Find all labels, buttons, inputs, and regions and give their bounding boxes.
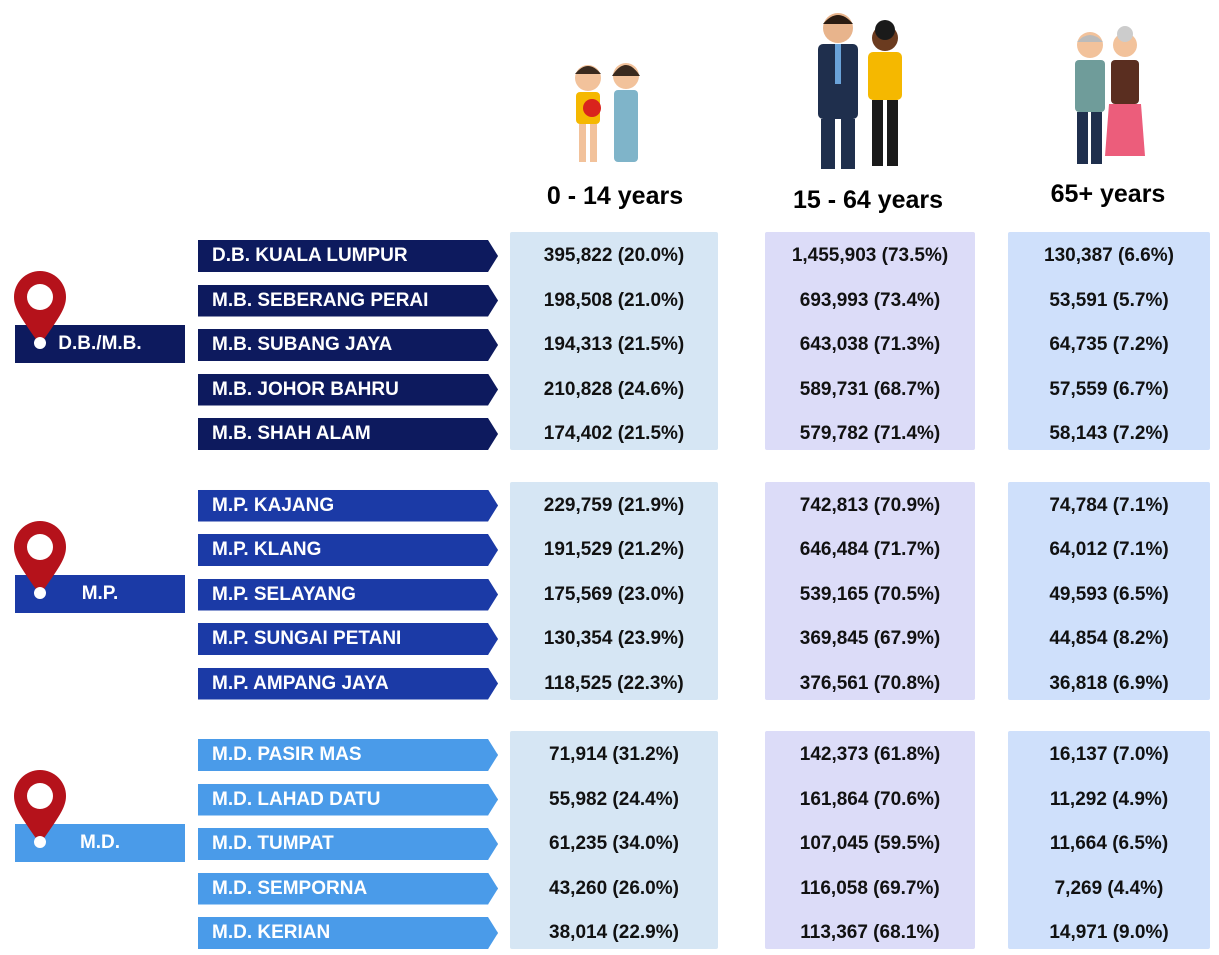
row-name: M.P. KAJANG <box>198 489 498 522</box>
age-header: 65+ years <box>1050 180 1166 208</box>
row-name: M.B. SEBERANG PERAI <box>198 284 498 317</box>
row-name: M.D. SEMPORNA <box>198 872 498 905</box>
value-cell: 71,914 (31.2%) <box>549 744 679 765</box>
value-cell: 174,402 (21.5%) <box>543 423 685 444</box>
row-name: M.P. SELAYANG <box>198 578 498 611</box>
value-cell: 210,828 (24.6%) <box>543 378 685 400</box>
children-icon <box>575 63 640 162</box>
row-name: M.P. AMPANG JAYA <box>198 667 498 700</box>
value-cell: 579,782 (71.4%) <box>799 423 941 444</box>
age-header: 15 - 64 years <box>792 186 944 214</box>
value-cell: 44,854 (8.2%) <box>1049 628 1169 649</box>
value-cell: 55,982 (24.4%) <box>549 788 679 810</box>
pin-icon <box>14 770 66 848</box>
value-cell: 7,269 (4.4%) <box>1054 877 1164 899</box>
value-cell: 11,292 (4.9%) <box>1049 788 1169 810</box>
column-bg <box>765 232 975 450</box>
row-name: M.B. JOHOR BAHRU <box>198 373 498 406</box>
column-bg <box>1008 481 1210 700</box>
value-cell: 142,373 (61.8%) <box>799 744 941 765</box>
pin-icon <box>14 271 66 349</box>
value-cell: 1,455,903 (73.5%) <box>791 245 949 266</box>
column-bg <box>510 232 718 450</box>
value-cell: 116,058 (69.7%) <box>800 877 940 899</box>
column-bg <box>510 481 718 700</box>
value-cell: 113,367 (68.1%) <box>800 922 940 943</box>
value-cell: 64,012 (7.1%) <box>1049 539 1169 560</box>
value-cell: 16,137 (7.0%) <box>1049 744 1169 765</box>
value-cell: 43,260 (26.0%) <box>549 877 679 899</box>
value-cell: 61,235 (34.0%) <box>549 833 679 854</box>
column-bg <box>1008 232 1210 450</box>
value-cell: 175,569 (23.0%) <box>543 583 685 605</box>
value-cell: 742,813 (70.9%) <box>799 494 941 516</box>
age-header: 0 - 14 years <box>546 182 684 210</box>
row-name: M.P. KLANG <box>198 534 498 566</box>
value-cell: 376,561 (70.8%) <box>799 672 941 694</box>
row-name: M.D. KERIAN <box>198 917 498 949</box>
value-cell: 369,845 (67.9%) <box>799 628 941 649</box>
column-bg <box>510 731 718 949</box>
value-cell: 643,038 (71.3%) <box>799 334 941 355</box>
row-name: M.D. TUMPAT <box>198 828 498 860</box>
row-name: M.D. PASIR MAS <box>198 739 498 771</box>
row-name: D.B. KUALA LUMPUR <box>198 240 498 272</box>
value-cell: 58,143 (7.2%) <box>1049 423 1169 444</box>
value-cell: 11,664 (6.5%) <box>1049 833 1169 854</box>
value-cell: 130,354 (23.9%) <box>543 628 685 649</box>
value-cell: 194,313 (21.5%) <box>543 334 685 355</box>
column-bg <box>765 481 975 700</box>
elderly-icon <box>1075 26 1145 164</box>
value-cell: 38,014 (22.9%) <box>549 922 679 943</box>
value-cell: 118,525 (22.3%) <box>544 672 684 694</box>
value-cell: 161,864 (70.6%) <box>799 788 941 810</box>
value-cell: 14,971 (9.0%) <box>1049 922 1169 943</box>
adults-icon <box>818 13 902 169</box>
value-cell: 74,784 (7.1%) <box>1049 494 1169 516</box>
value-cell: 198,508 (21.0%) <box>543 289 685 311</box>
value-cell: 64,735 (7.2%) <box>1049 334 1169 355</box>
column-bg <box>765 731 975 949</box>
value-cell: 589,731 (68.7%) <box>799 378 941 400</box>
value-cell: 107,045 (59.5%) <box>799 833 941 854</box>
value-cell: 53,591 (5.7%) <box>1049 289 1169 311</box>
value-cell: 49,593 (6.5%) <box>1049 583 1169 605</box>
column-bg <box>1008 731 1210 949</box>
icons <box>575 13 1145 169</box>
value-cell: 191,529 (21.2%) <box>543 539 685 560</box>
value-cell: 539,165 (70.5%) <box>799 583 941 605</box>
value-cell: 693,993 (73.4%) <box>799 289 941 311</box>
value-cell: 36,818 (6.9%) <box>1049 672 1169 694</box>
value-cell: 130,387 (6.6%) <box>1044 245 1174 266</box>
value-cell: 646,484 (71.7%) <box>799 539 941 560</box>
value-cell: 395,822 (20.0%) <box>543 245 685 266</box>
row-name: M.B. SUBANG JAYA <box>198 329 498 361</box>
row-name: M.B. SHAH ALAM <box>198 418 498 450</box>
row-name: M.D. LAHAD DATU <box>198 783 498 816</box>
pin-icon <box>14 520 66 599</box>
value-cell: 229,759 (21.9%) <box>543 494 685 516</box>
value-cell: 57,559 (6.7%) <box>1049 378 1169 400</box>
row-name: M.P. SUNGAI PETANI <box>198 623 498 655</box>
